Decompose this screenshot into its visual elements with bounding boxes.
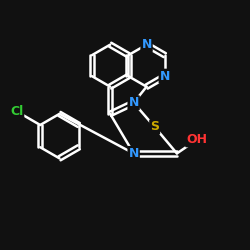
Text: N: N: [160, 70, 170, 83]
Text: Cl: Cl: [10, 105, 23, 118]
Text: N: N: [128, 96, 139, 109]
Text: S: S: [150, 120, 159, 134]
Text: N: N: [142, 38, 152, 51]
Text: N: N: [128, 147, 139, 160]
Text: OH: OH: [186, 133, 207, 146]
